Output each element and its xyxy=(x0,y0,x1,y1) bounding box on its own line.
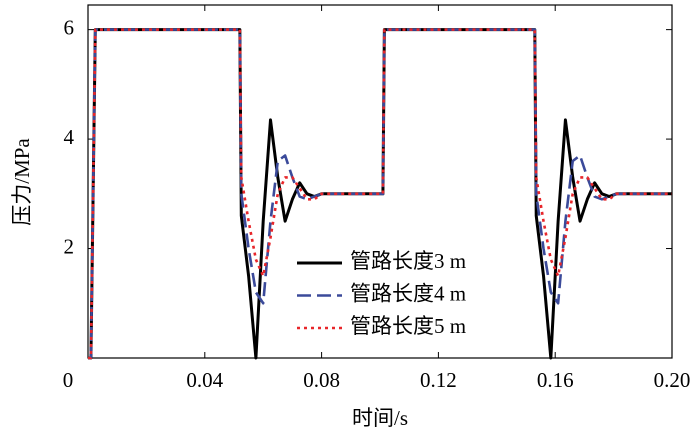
legend-label: 管路长度4 m xyxy=(350,281,466,305)
x-tick-label: 0.12 xyxy=(420,368,457,392)
x-tick-label: 0.04 xyxy=(186,368,223,392)
y-axis-label: 压力/MPa xyxy=(10,138,34,226)
legend-label: 管路长度3 m xyxy=(350,249,466,273)
x-tick-label: 0.20 xyxy=(654,368,691,392)
legend-label: 管路长度5 m xyxy=(350,314,466,338)
x-axis-label: 时间/s xyxy=(352,406,408,430)
x-tick-label: 0.16 xyxy=(537,368,574,392)
x-tick-label: 0 xyxy=(63,368,74,392)
legend-bg xyxy=(292,313,510,343)
y-tick-label: 6 xyxy=(64,15,75,39)
data-line xyxy=(88,28,672,360)
x-tick-label: 0.08 xyxy=(303,368,340,392)
plot-frame xyxy=(87,4,673,359)
y-tick-label: 4 xyxy=(64,125,75,149)
y-tick-label: 2 xyxy=(64,234,75,258)
